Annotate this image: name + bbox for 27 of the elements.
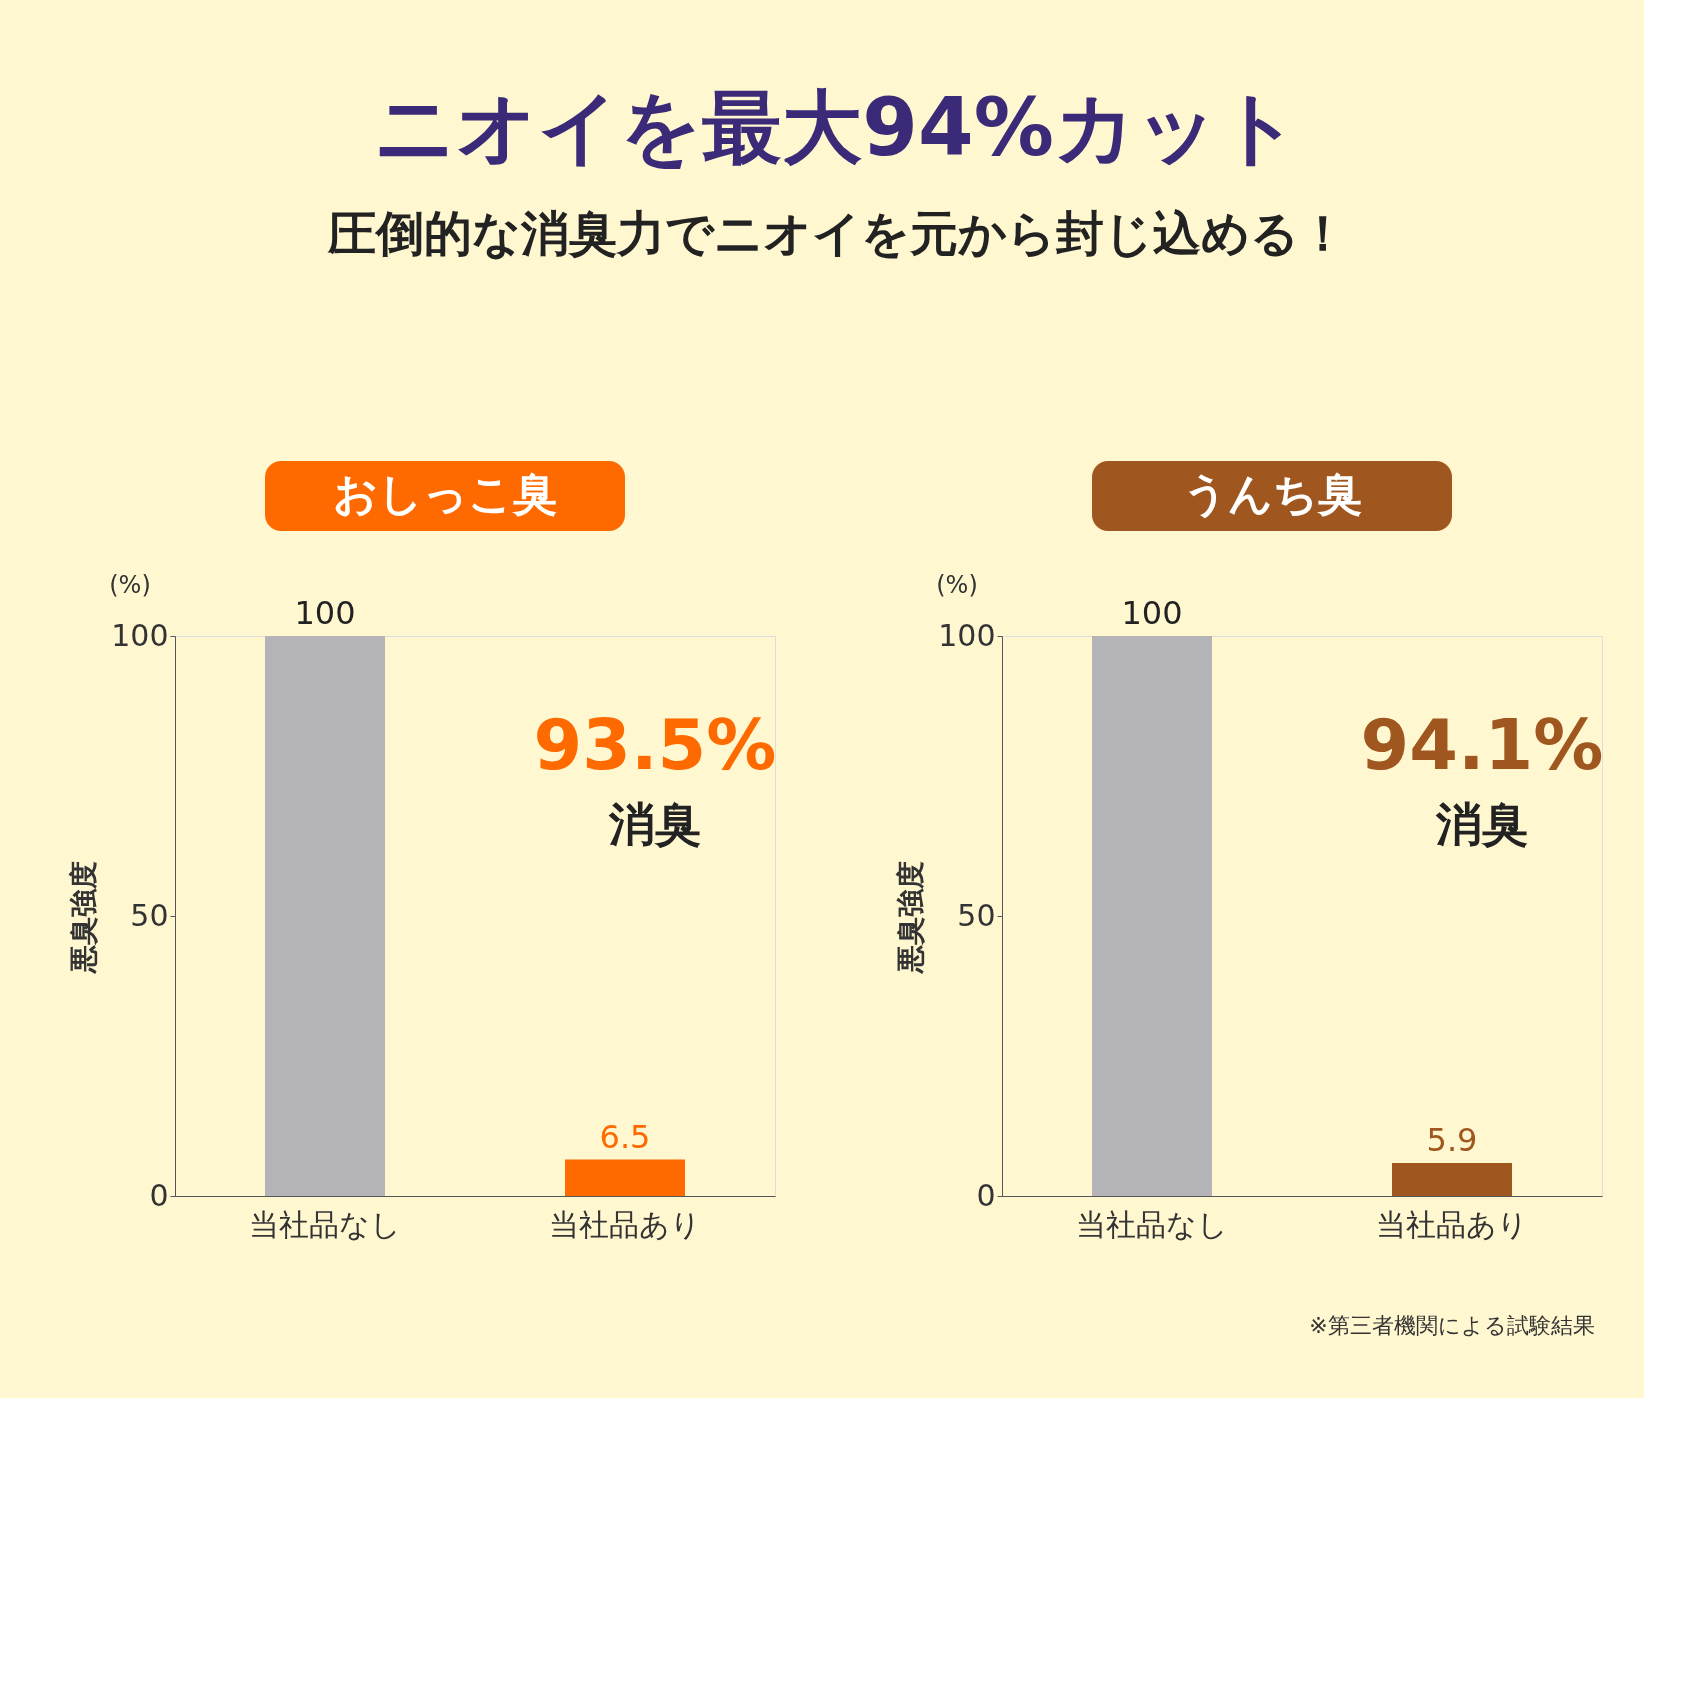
annotation: 93.5% (533, 704, 777, 786)
data-label: 5.9 (1426, 1120, 1478, 1159)
text: ※第三者機関による試験結果 (1309, 1313, 1595, 1338)
y-axis-title: 悪臭強度 (894, 860, 928, 974)
annotation: 消臭 (608, 797, 701, 852)
y-axis-title: 悪臭強度 (67, 860, 101, 974)
text: (%) (936, 571, 978, 599)
x-tick-label: 当社品あり (549, 1206, 701, 1242)
x-tick-label: 当社品あり (1376, 1206, 1528, 1242)
chart-title: ニオイを最大94%カット (374, 80, 1300, 174)
data-label: 100 (294, 594, 356, 632)
chart-subtitle: 圧倒的な消臭力でニオイを元から封じ込める！ (326, 204, 1347, 261)
y-tick-label: 50 (130, 897, 169, 933)
y-tick-label: 100 (938, 617, 996, 653)
x-tick-label: 当社品なし (1076, 1206, 1228, 1242)
text: うんち臭 (1182, 468, 1362, 519)
annotation: 94.1% (1360, 704, 1604, 786)
y-tick-label: 50 (957, 897, 996, 933)
y-tick-label: 100 (111, 617, 169, 653)
y-tick-label: 0 (976, 1177, 996, 1213)
annotation: 消臭 (1435, 797, 1528, 852)
x-tick-label: 当社品なし (249, 1206, 401, 1242)
text: (%) (109, 571, 151, 599)
text: おしっこ臭 (333, 468, 557, 519)
data-label: 100 (1121, 594, 1183, 632)
y-tick-label: 0 (149, 1177, 169, 1213)
data-label: 6.5 (599, 1117, 651, 1156)
